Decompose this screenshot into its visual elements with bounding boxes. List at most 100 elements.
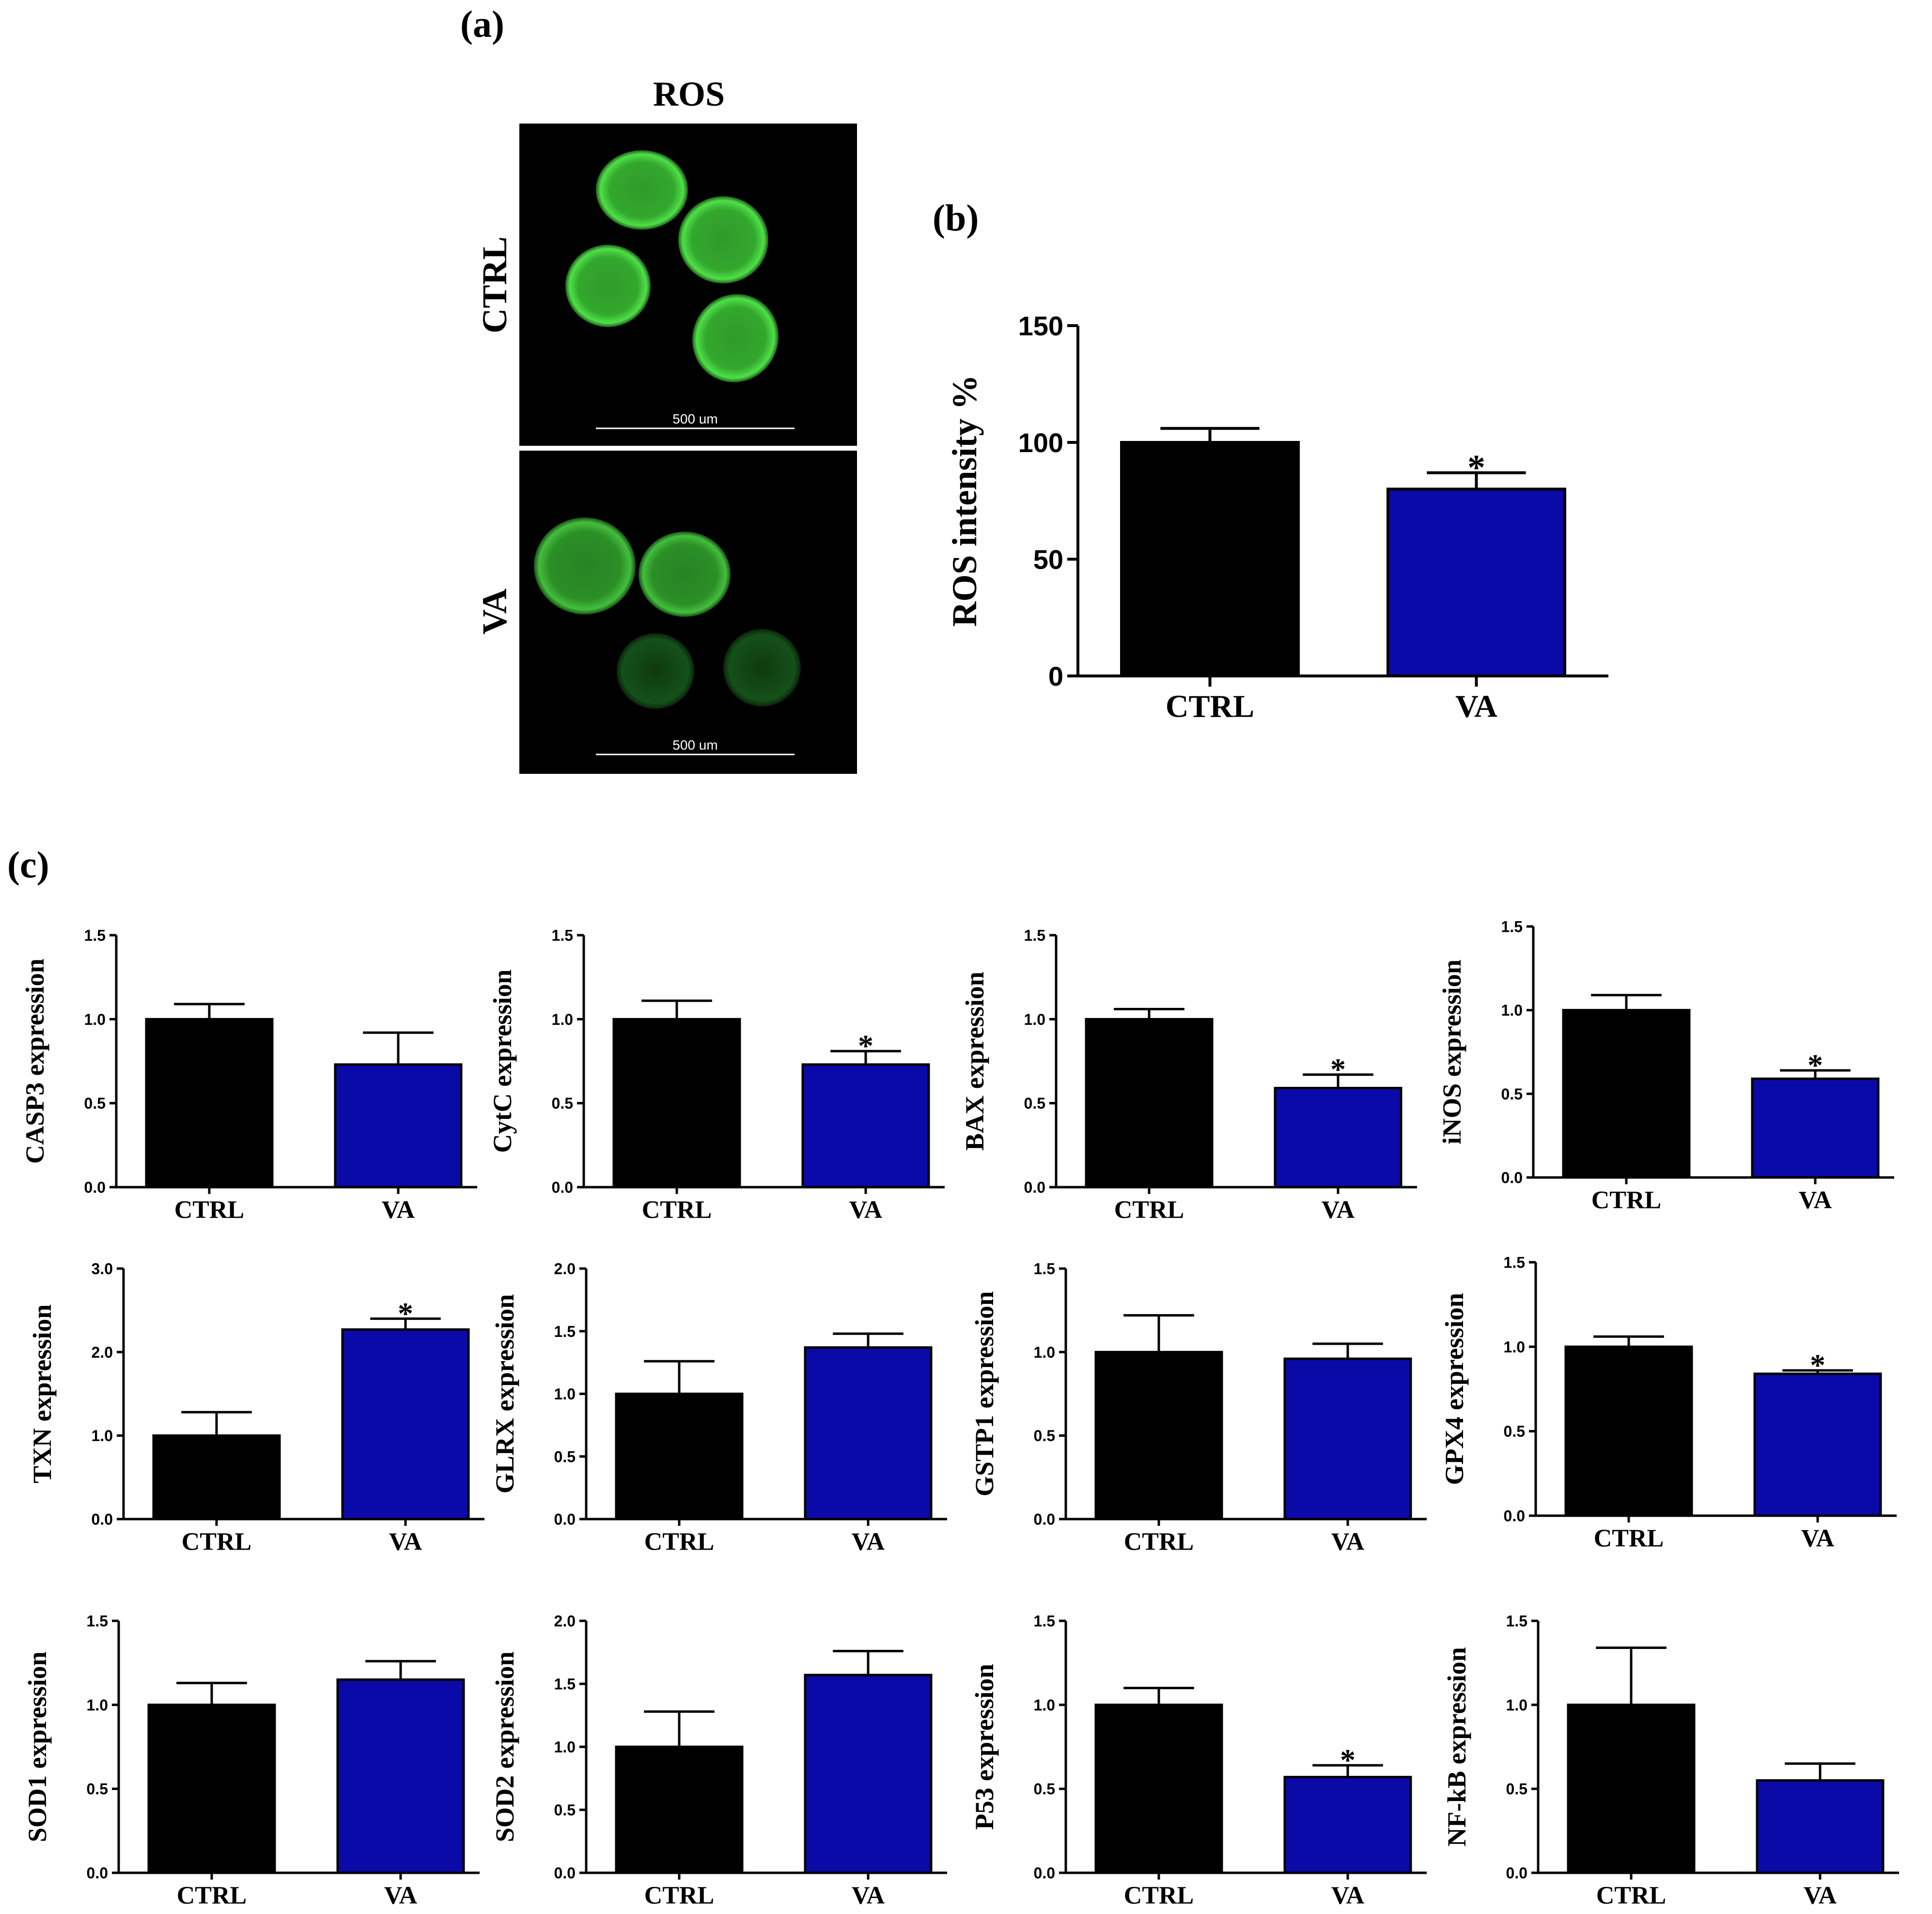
y-tick-label: 2.0 bbox=[554, 1613, 576, 1630]
y-axis-label: GSTP1 expression bbox=[970, 1291, 999, 1497]
cell bbox=[723, 629, 801, 706]
x-tick-label: VA bbox=[382, 1196, 415, 1224]
y-tick-label: 0.0 bbox=[554, 1865, 576, 1882]
y-tick-label: 1.5 bbox=[1034, 1260, 1055, 1278]
bar-va bbox=[801, 1063, 930, 1189]
panel-label-c: (c) bbox=[7, 844, 49, 886]
y-axis-label: TXN expression bbox=[28, 1304, 57, 1484]
y-tick-label: 0.5 bbox=[552, 1095, 573, 1112]
chart-p53: 0.0 0.5 1.0 1.5 P53 expression CTRL VA * bbox=[970, 1613, 1427, 1909]
bar-ctrl bbox=[1562, 1009, 1691, 1179]
y-tick-label: 150 bbox=[1018, 311, 1063, 341]
y-tick-label: 1.0 bbox=[1501, 1002, 1523, 1019]
bar-va bbox=[804, 1674, 933, 1874]
y-axis-label: SOD2 expression bbox=[490, 1651, 519, 1842]
y-tick-label: 1.0 bbox=[554, 1385, 576, 1403]
y-tick-label: 1.5 bbox=[87, 1613, 108, 1630]
y-axis-label: CytC expression bbox=[488, 970, 517, 1153]
bar-ctrl bbox=[615, 1393, 744, 1521]
y-tick-label: 1.0 bbox=[87, 1696, 108, 1714]
y-tick-label: 1.5 bbox=[1501, 918, 1523, 936]
micrograph-ctrl: 500 um bbox=[519, 124, 857, 446]
x-tick-label: VA bbox=[1331, 1528, 1365, 1555]
chart-nfkb: 0.0 0.5 1.0 1.5 NF-kB expression CTRL VA bbox=[1442, 1613, 1899, 1909]
cell bbox=[678, 196, 768, 283]
significance-marker: * bbox=[1810, 1348, 1825, 1382]
y-axis-label: iNOS expression bbox=[1437, 959, 1466, 1145]
y-tick-label: 1.5 bbox=[84, 927, 106, 944]
bar-ctrl bbox=[1094, 1350, 1223, 1521]
bar-va bbox=[336, 1678, 465, 1874]
panel-label-b: (b) bbox=[933, 197, 979, 239]
chart-sod1: 0.0 0.5 1.0 1.5 SOD1 expression CTRL VA bbox=[23, 1613, 480, 1909]
x-tick-label: VA bbox=[1801, 1524, 1835, 1552]
cell bbox=[534, 518, 636, 614]
x-tick-label: CTRL bbox=[1594, 1524, 1664, 1552]
significance-marker: * bbox=[1340, 1743, 1356, 1777]
y-tick-label: 1.0 bbox=[554, 1739, 576, 1756]
y-tick-label: 1.0 bbox=[1504, 1338, 1525, 1356]
x-tick-label: CTRL bbox=[644, 1882, 714, 1909]
y-tick-label: 1.5 bbox=[1506, 1613, 1527, 1630]
row-label-ctrl: CTRL bbox=[475, 236, 514, 333]
row-label-va: VA bbox=[475, 589, 514, 635]
cell bbox=[596, 150, 688, 230]
cell bbox=[692, 294, 779, 383]
chart-casp3: 0.0 0.5 1.0 1.5 CASP3 expression CTRL VA bbox=[20, 927, 477, 1224]
bar-va bbox=[804, 1346, 933, 1521]
x-tick-label: VA bbox=[1455, 689, 1497, 724]
bar-ctrl bbox=[615, 1745, 744, 1874]
y-tick-label: 0.0 bbox=[92, 1511, 113, 1528]
y-tick-label: 3.0 bbox=[92, 1260, 113, 1278]
x-tick-label: VA bbox=[1331, 1882, 1365, 1909]
y-tick-label: 0.5 bbox=[1504, 1423, 1525, 1440]
x-tick-label: VA bbox=[1322, 1196, 1355, 1224]
bar-ctrl bbox=[1567, 1703, 1696, 1874]
y-tick-label: 0.0 bbox=[84, 1179, 106, 1196]
y-axis-label: GLRX expression bbox=[490, 1294, 519, 1494]
x-tick-label: CTRL bbox=[1124, 1528, 1194, 1555]
y-tick-label: 0.0 bbox=[1034, 1511, 1055, 1528]
x-tick-label: CTRL bbox=[177, 1882, 247, 1909]
bar-ctrl bbox=[1564, 1345, 1693, 1517]
bar-ctrl bbox=[612, 1018, 741, 1189]
y-tick-label: 0.5 bbox=[87, 1780, 108, 1798]
chart-bax: 0.0 0.5 1.0 1.5 BAX expression CTRL VA * bbox=[960, 927, 1417, 1224]
y-tick-label: 1.0 bbox=[1034, 1696, 1055, 1714]
y-tick-label: 2.0 bbox=[554, 1260, 576, 1278]
cell bbox=[639, 532, 731, 617]
y-tick-label: 1.0 bbox=[1024, 1011, 1045, 1028]
significance-marker: * bbox=[1807, 1048, 1823, 1082]
y-tick-label: 1.5 bbox=[1504, 1254, 1525, 1271]
y-tick-label: 0.5 bbox=[1024, 1095, 1045, 1112]
x-tick-label: CTRL bbox=[174, 1196, 244, 1224]
y-tick-label: 0.5 bbox=[554, 1448, 576, 1465]
bar-va bbox=[334, 1063, 463, 1189]
x-tick-label: CTRL bbox=[1596, 1882, 1666, 1909]
y-tick-label: 50 bbox=[1033, 544, 1063, 575]
x-tick-label: CTRL bbox=[1124, 1882, 1194, 1909]
x-tick-label: VA bbox=[1799, 1186, 1832, 1214]
y-tick-label: 0.0 bbox=[1504, 1507, 1525, 1525]
significance-marker: * bbox=[1467, 448, 1485, 488]
bar-va bbox=[1756, 1779, 1885, 1874]
y-tick-label: 1.0 bbox=[84, 1011, 106, 1028]
y-axis-label: SOD1 expression bbox=[23, 1651, 52, 1842]
bar-va bbox=[1751, 1077, 1880, 1179]
bar-va bbox=[1387, 487, 1566, 678]
y-tick-label: 1.5 bbox=[1024, 927, 1045, 944]
y-tick-label: 2.0 bbox=[92, 1344, 113, 1361]
y-tick-label: 0.0 bbox=[554, 1511, 576, 1528]
x-tick-label: VA bbox=[852, 1882, 885, 1909]
charts: 0 50 100 150 ROS intensity % CTRL VA * 0.0 0.5 1.0… bbox=[20, 311, 1899, 1909]
cell bbox=[565, 245, 651, 327]
significance-marker: * bbox=[858, 1029, 873, 1063]
y-tick-label: 0.0 bbox=[87, 1865, 108, 1882]
y-tick-label: 0.5 bbox=[1034, 1780, 1055, 1798]
bar-ctrl bbox=[1085, 1018, 1214, 1189]
microscopy-title: ROS bbox=[653, 75, 725, 113]
y-tick-label: 0.0 bbox=[552, 1179, 573, 1196]
chart-sod2: 0.0 0.5 1.0 1.5 2.0 SOD2 expression CTRL VA bbox=[490, 1613, 947, 1909]
bar-va bbox=[1274, 1086, 1402, 1189]
scale-bar-label: 500 um bbox=[672, 737, 717, 753]
